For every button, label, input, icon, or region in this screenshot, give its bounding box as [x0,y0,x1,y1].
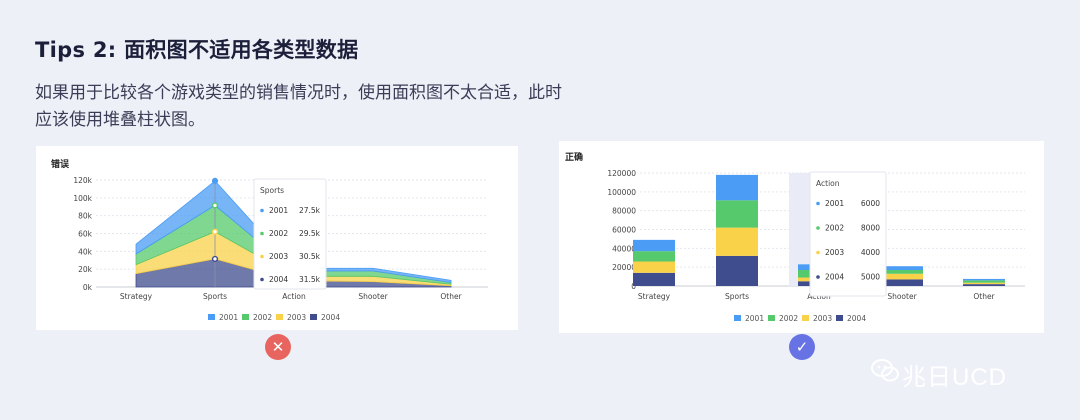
bar-segment-2002 [716,200,758,228]
bar-legend-swatch [802,315,809,321]
bar-x-tick-label: Other [973,292,995,301]
page-title: Tips 2: 面积图不适用各类型数据 [35,38,359,62]
area-legend-swatch [208,314,215,320]
bar-y-tick-label: 120000 [607,169,636,178]
area-legend-label: 2003 [287,313,306,322]
area-tooltip-series: 2001 [269,206,288,215]
bar-tooltip-series: 2001 [825,199,844,208]
bar-tooltip-value: 5000 [861,273,880,282]
area-tooltip-value: 27.5k [299,206,321,215]
bar-legend-label: 2002 [779,314,798,323]
wrong-panel-label: 错误 [51,160,70,170]
bar-tooltip-value: 4000 [861,248,880,257]
bar-segment-2001 [963,278,1005,281]
bar-legend-label: 2001 [745,314,764,323]
area-x-tick-label: Sports [203,292,227,301]
bar-y-tick-label: 20000 [612,263,636,272]
area-legend-label: 2004 [321,313,340,322]
bar-y-tick-label: 100000 [607,188,636,197]
area-active-point [211,177,219,184]
bar-tooltip-title: Action [816,179,840,188]
bar-segment-2004 [716,255,758,286]
bar-segment-2002 [633,251,675,262]
bar-segment-2004 [963,284,1005,286]
area-y-tick-label: 120k [73,176,92,185]
bar-legend-label: 2004 [847,314,866,323]
bar-y-tick-label: 40000 [612,244,636,253]
bar-x-tick-label: Sports [725,292,749,301]
area-y-tick-label: 40k [78,247,93,256]
bar-segment-2001 [881,266,923,270]
stacked-bar-chart[interactable]: 0 20000 40000 60000 80000 100000 120000 Strateg… [559,141,1044,333]
bar-tooltip-series: 2004 [825,273,844,282]
bar-segment-2003 [716,227,758,256]
check-icon: ✓ [789,334,815,360]
area-chart[interactable]: 0k 20k 40k 60k 80k 100k 120k Strategy Sports Acti… [36,146,518,330]
area-legend-swatch [242,314,249,320]
bar-segment-2003 [633,261,675,273]
bar-legend-swatch [836,315,843,321]
bar-tooltip-series: 2003 [825,248,844,257]
bar-tooltip-dot [816,226,820,230]
bar-segment-2002 [881,269,923,274]
wrong-chart-panel: 错误 0k 20k 40k 60k 80k 100k 120k Strategy Sports A… [36,146,518,330]
area-tooltip-value: 31.5k [299,275,321,284]
area-y-tick-label: 20k [78,265,93,274]
area-x-tick-label: Action [282,292,306,301]
area-tooltip-dot [260,208,264,213]
bar-tooltip-series: 2002 [825,224,844,233]
area-legend-label: 2002 [253,313,272,322]
area-legend-swatch [276,314,283,320]
brand-name: 兆日UCD [902,364,1007,391]
area-active-point [211,202,219,209]
area-tooltip-value: 30.5k [299,252,321,261]
bar-y-tick-label: 0 [631,282,636,291]
bar-segment-2002 [963,280,1005,283]
correct-panel-label: 正确 [565,153,584,163]
bar-tooltip-value: 6000 [861,199,880,208]
area-x-tick-label: Shooter [358,292,388,301]
bar-segment-2004 [633,272,675,286]
bar-legend-swatch [768,315,775,321]
area-legend-label: 2001 [219,313,238,322]
bar-segment-2003 [963,282,1005,285]
area-x-tick-label: Other [440,292,462,301]
bar-legend-swatch [734,315,741,321]
bar-y-tick-label: 80000 [612,207,636,216]
bar-tooltip-dot [816,201,820,206]
wechat-icon [871,359,899,382]
area-tooltip-dot [260,277,264,282]
bar-tooltip [809,171,887,297]
bar-segment-2001 [716,174,758,201]
bar-segment-2001 [633,239,675,252]
wrong-icon: ✕ [265,334,291,360]
bar-segment-2004 [881,279,923,286]
area-tooltip-dot [260,254,264,259]
bar-tooltip-dot [816,250,820,255]
area-tooltip-dot [260,231,264,236]
bar-x-tick-label: Strategy [638,292,671,301]
area-legend-swatch [310,314,317,320]
area-tooltip-series: 2002 [269,229,288,238]
bar-segment-2003 [881,273,923,280]
area-y-tick-label: 0k [83,283,93,292]
area-tooltip [253,178,327,290]
area-tooltip-series: 2004 [269,275,288,284]
area-tooltip-value: 29.5k [299,229,321,238]
bar-legend-label: 2003 [813,314,832,323]
area-tooltip-title: Sports [260,186,284,195]
bar-tooltip-dot [816,275,820,279]
correct-chart-panel: 正确 0 20000 40000 60000 80000 100000 120000 Stra… [559,141,1044,333]
bar-x-tick-label: Shooter [887,292,917,301]
area-active-point [211,228,219,235]
area-y-tick-label: 80k [78,212,93,221]
bar-tooltip-value: 8000 [861,224,880,233]
area-x-tick-label: Strategy [120,292,153,301]
area-y-tick-label: 100k [73,194,92,203]
area-active-point [211,255,219,263]
area-tooltip-series: 2003 [269,252,288,261]
page-description: 如果用于比较各个游戏类型的销售情况时，使用面积图不太合适，此时应该使用堆叠柱状图… [35,83,562,130]
area-y-tick-label: 60k [78,230,93,239]
bar-y-tick-label: 60000 [612,226,636,235]
